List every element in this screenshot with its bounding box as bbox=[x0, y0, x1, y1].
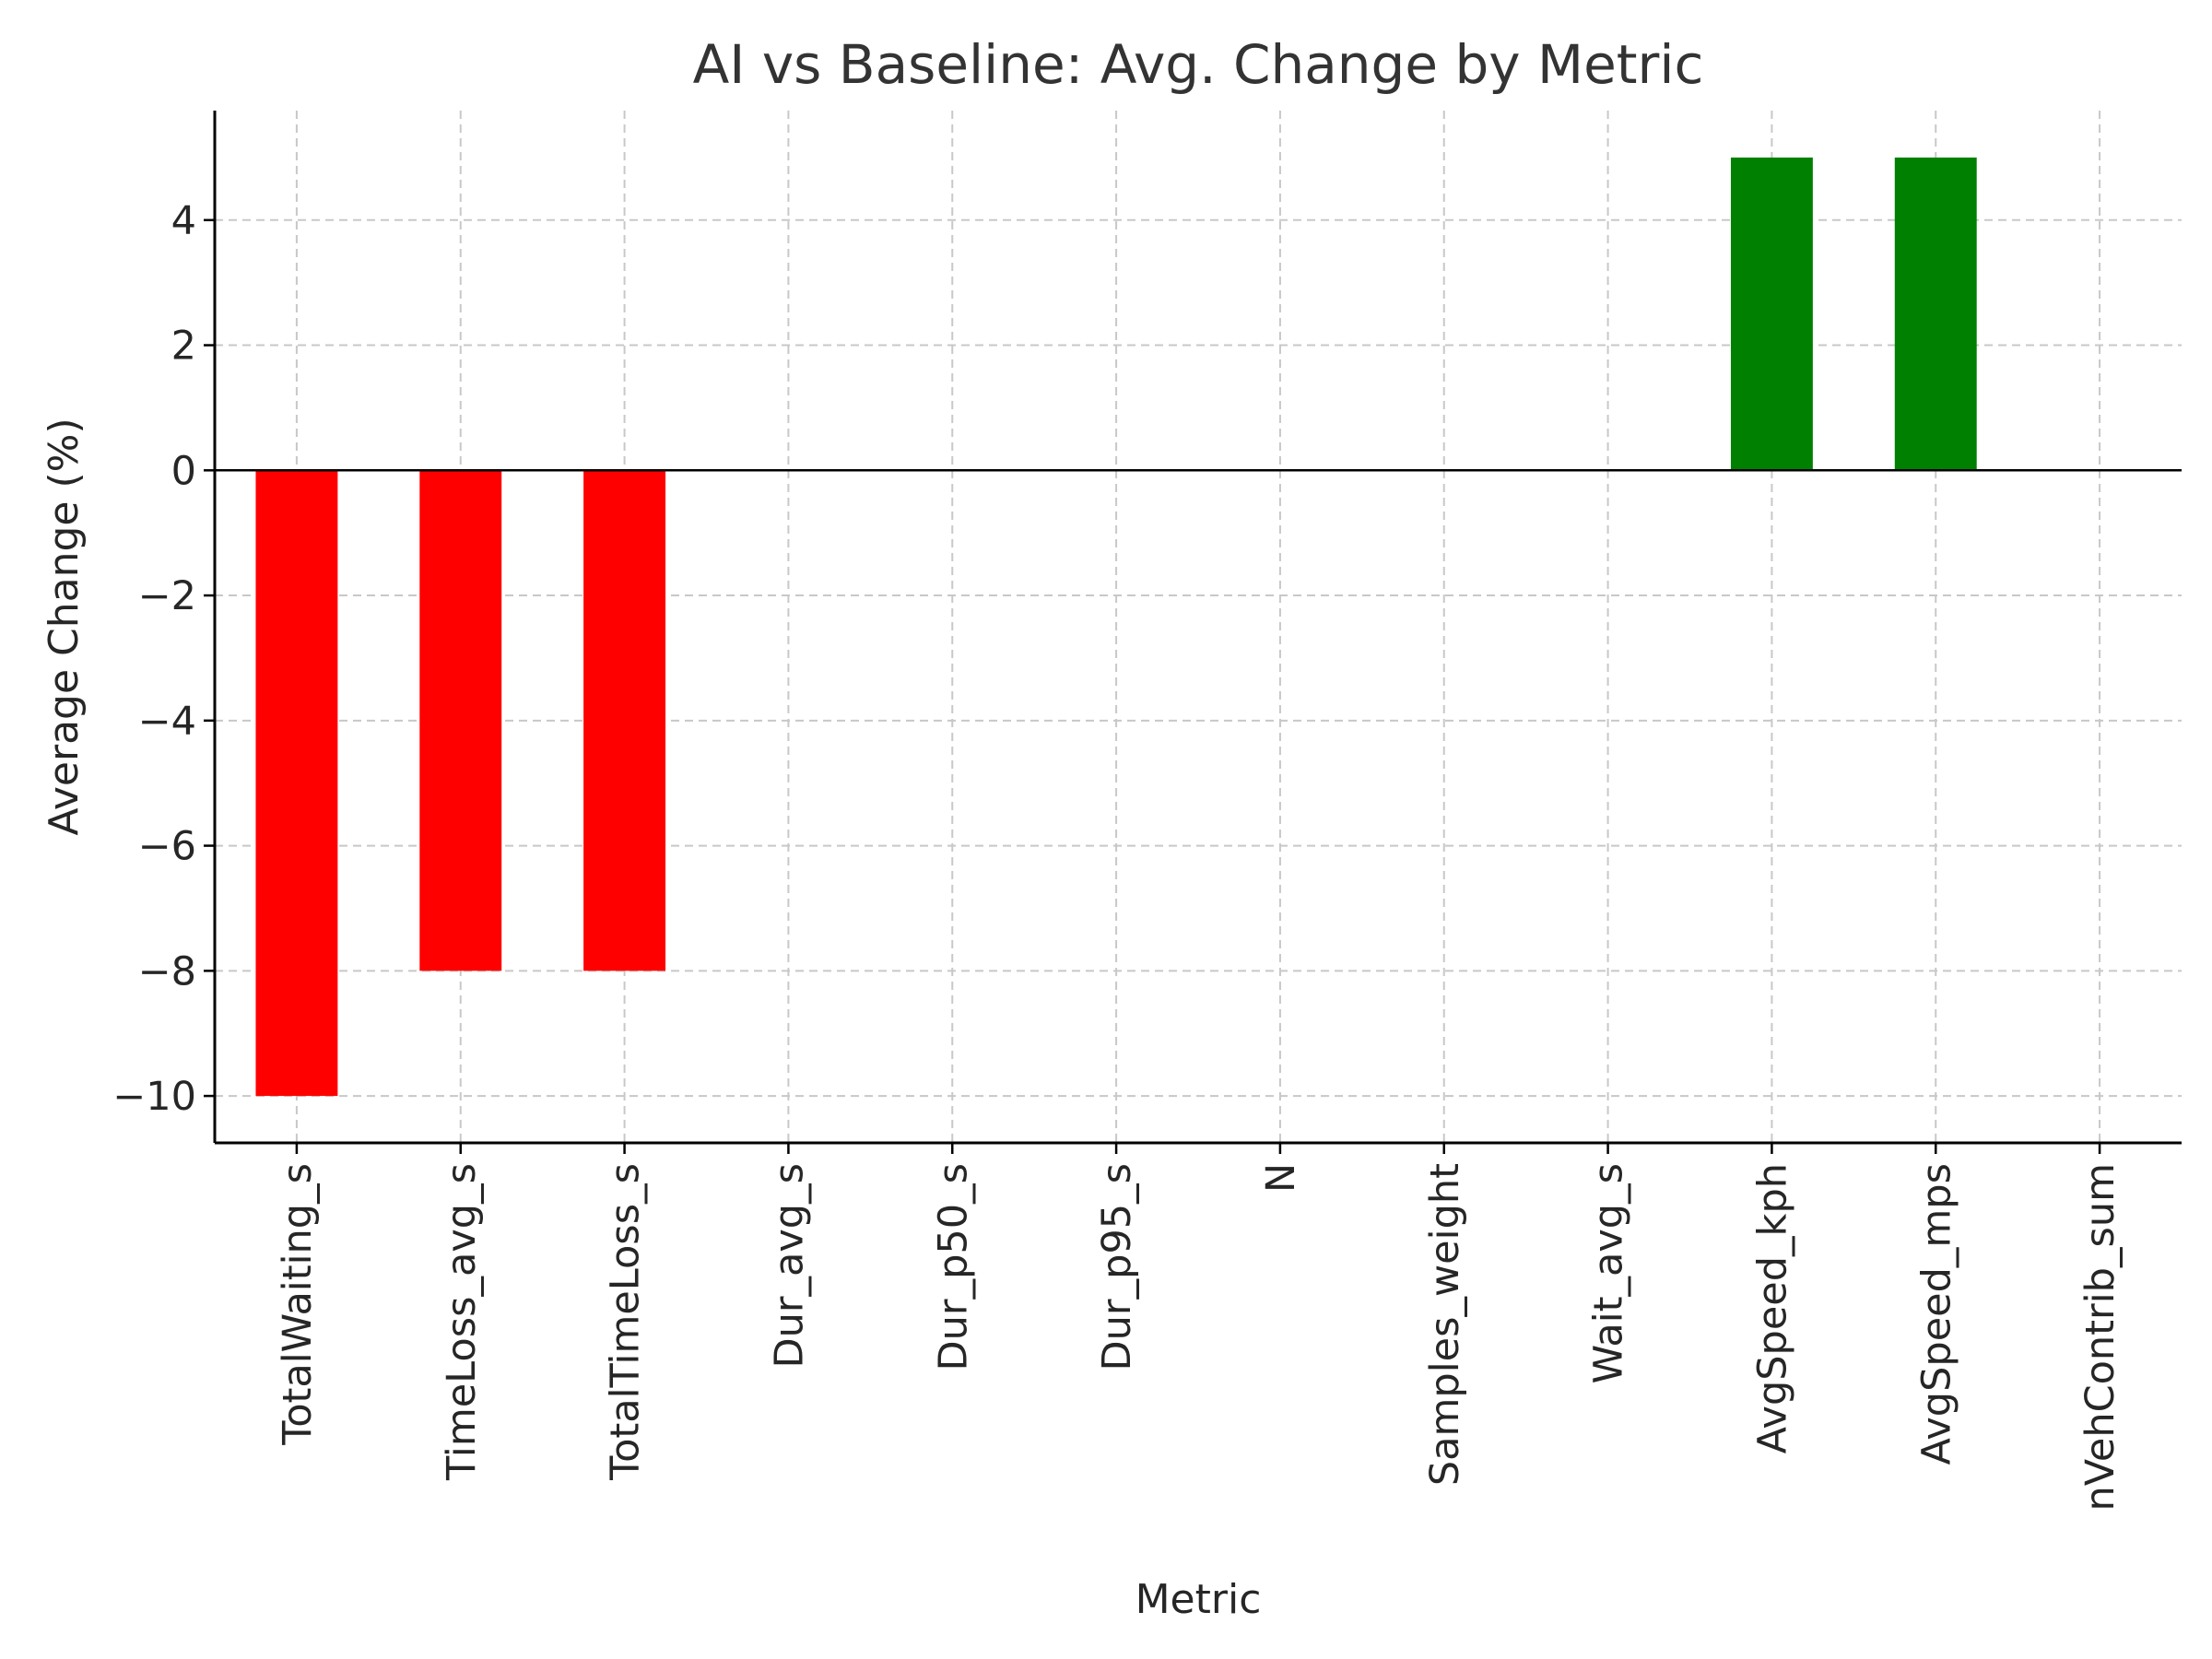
x-tick-label: TimeLoss_avg_s bbox=[439, 1163, 485, 1481]
x-tick-label: AvgSpeed_kph bbox=[1749, 1163, 1795, 1453]
bar-TotalTimeLoss_s bbox=[583, 470, 666, 971]
y-tick-label: −6 bbox=[138, 824, 196, 870]
y-tick-label: −2 bbox=[138, 573, 196, 619]
x-tick-label: nVehContrib_sum bbox=[2077, 1163, 2124, 1511]
grid-layer bbox=[215, 111, 2182, 1143]
y-axis-label: Average Change (%) bbox=[41, 418, 88, 835]
bar-TotalWaiting_s bbox=[255, 470, 338, 1097]
y-tick-label: 4 bbox=[171, 198, 196, 244]
x-tick-label: Wait_avg_s bbox=[1586, 1163, 1632, 1383]
y-tick-label: −4 bbox=[138, 699, 196, 745]
bar-AvgSpeed_kph bbox=[1730, 157, 1813, 471]
x-tick-label: Samples_weight bbox=[1422, 1163, 1468, 1486]
axis-layer: −10 −8 −6 −4 −2 0 2 4 TotalWaiting_s TimeLoss_avg… bbox=[112, 111, 2182, 1511]
chart-title: AI vs Baseline: Avg. Change by Metric bbox=[693, 33, 1704, 96]
x-tick-label: TotalWaiting_s bbox=[275, 1163, 321, 1446]
y-tick-label: −8 bbox=[138, 948, 196, 994]
bar-AvgSpeed_mps bbox=[1894, 157, 1977, 471]
x-tick-label: N bbox=[1258, 1163, 1304, 1193]
x-tick-label: Dur_p50_s bbox=[930, 1163, 976, 1371]
y-tick-label: −10 bbox=[112, 1074, 196, 1120]
x-tick-label: TotalTimeLoss_s bbox=[603, 1163, 649, 1481]
x-tick-label: Dur_p95_s bbox=[1094, 1163, 1140, 1371]
y-tick-label: 2 bbox=[171, 324, 196, 370]
x-tick-label: AvgSpeed_mps bbox=[1913, 1163, 1959, 1465]
y-tick-label: 0 bbox=[171, 448, 196, 494]
bar-TimeLoss_avg_s bbox=[419, 470, 502, 971]
x-axis-label: Metric bbox=[1135, 1576, 1262, 1623]
x-tick-label: Dur_avg_s bbox=[766, 1163, 812, 1369]
bar-layer bbox=[255, 157, 1977, 1097]
